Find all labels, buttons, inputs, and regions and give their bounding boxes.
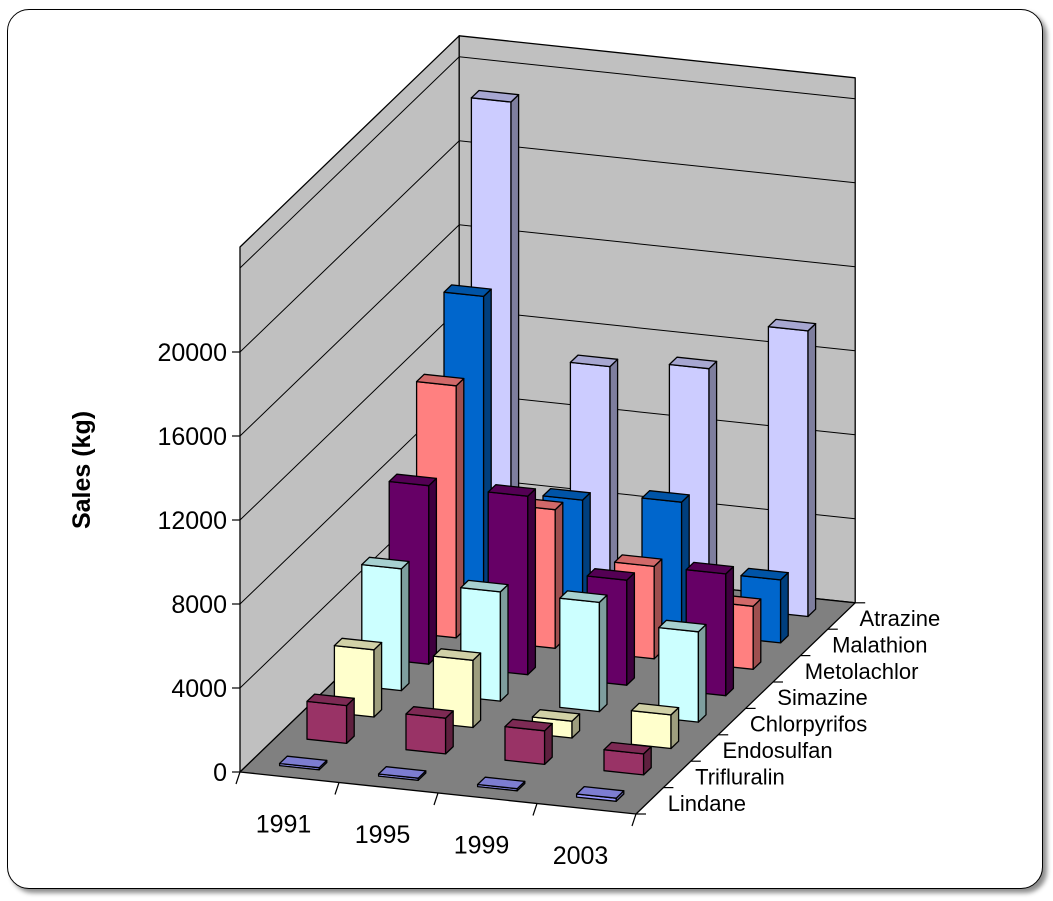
gridline xyxy=(239,224,856,437)
bar-top xyxy=(487,484,537,497)
bar-top xyxy=(658,619,707,633)
bar-side xyxy=(626,572,636,686)
series-label: Chlorpyrifos xyxy=(750,712,867,737)
gridline xyxy=(239,140,856,353)
bar xyxy=(559,590,608,713)
bar-top xyxy=(531,709,581,722)
bar-side xyxy=(527,488,537,676)
bar-top xyxy=(559,590,608,604)
bar-top xyxy=(470,89,520,103)
bar-top xyxy=(586,568,636,581)
bar-top xyxy=(542,487,591,501)
gridline xyxy=(239,56,856,269)
bar-side xyxy=(428,477,438,665)
bar-side xyxy=(779,571,789,644)
bar-side xyxy=(807,322,817,618)
x-tick-mark xyxy=(334,782,340,795)
bar-top xyxy=(575,785,625,799)
category-label: 2003 xyxy=(553,842,609,870)
bar-top xyxy=(641,490,690,503)
series-label: Malathion xyxy=(832,632,927,657)
bar-top xyxy=(377,766,427,779)
series-label: Simazine xyxy=(777,685,867,710)
bar xyxy=(476,776,526,792)
bar xyxy=(603,741,652,776)
bar-top xyxy=(613,554,663,568)
bar xyxy=(504,718,553,766)
bar-top xyxy=(432,648,482,661)
bar-side xyxy=(752,598,762,670)
bar-top xyxy=(740,567,789,581)
bars-group xyxy=(278,89,817,802)
x-tick-mark xyxy=(433,792,439,806)
bar xyxy=(405,706,454,755)
x-tick-mark xyxy=(631,813,637,827)
y-tick-label: 16000 xyxy=(157,423,227,451)
bar-side xyxy=(472,652,482,729)
bar-top xyxy=(443,284,492,298)
bar-top xyxy=(685,561,735,575)
bar-top xyxy=(333,637,383,651)
bar xyxy=(278,755,328,771)
bar-front xyxy=(504,725,546,766)
bar-side xyxy=(373,641,383,718)
series-label: Trifluralin xyxy=(695,764,785,789)
bar-top xyxy=(476,776,526,790)
bar xyxy=(767,318,817,618)
bar-top xyxy=(306,693,355,707)
bar xyxy=(333,637,383,718)
y-tick-label: 4000 xyxy=(171,675,227,703)
bar-top xyxy=(278,755,328,769)
y-tick-label: 20000 xyxy=(157,339,227,367)
y-axis-title: Sales (kg) xyxy=(68,411,96,529)
series-label: Atrazine xyxy=(860,606,941,631)
category-label: 1999 xyxy=(454,831,510,859)
bar xyxy=(306,693,355,745)
bar-side xyxy=(697,623,707,723)
bar xyxy=(575,785,625,802)
bar-top xyxy=(603,741,652,755)
axes-group: 0 4000 8000 12000 16000 20000 1991 1995 1999 2003… xyxy=(157,339,940,870)
bar-front xyxy=(405,713,447,755)
bar-top xyxy=(767,318,817,332)
bar-top xyxy=(569,354,619,368)
bar xyxy=(377,766,427,781)
y-tick-label: 0 xyxy=(213,759,227,787)
bar-side xyxy=(598,594,608,713)
bar-front xyxy=(630,710,672,750)
bar-side xyxy=(400,560,410,692)
bar-front xyxy=(306,700,348,745)
bar-top xyxy=(361,556,410,570)
bar-top xyxy=(388,473,438,487)
bar-side xyxy=(725,565,735,697)
x-tick-mark xyxy=(532,803,538,816)
bar xyxy=(658,619,707,723)
bar-top xyxy=(668,356,718,370)
bar xyxy=(630,702,680,750)
category-label: 1991 xyxy=(256,810,312,838)
bar-top xyxy=(415,373,465,387)
series-label: Endosulfan xyxy=(723,738,833,763)
y-tick-label: 8000 xyxy=(171,591,227,619)
bar-top xyxy=(460,579,509,593)
bar-top xyxy=(504,718,553,732)
series-label: Metolachlor xyxy=(805,659,919,684)
y-tick-label: 12000 xyxy=(157,507,227,535)
bar-side xyxy=(499,583,509,702)
series-label: Lindane xyxy=(668,791,746,816)
category-label: 1995 xyxy=(355,821,411,849)
x-tick-mark xyxy=(235,771,241,785)
bar-top xyxy=(630,702,680,716)
bar-top xyxy=(405,706,454,719)
bar xyxy=(668,356,718,607)
bar-front xyxy=(559,597,601,713)
